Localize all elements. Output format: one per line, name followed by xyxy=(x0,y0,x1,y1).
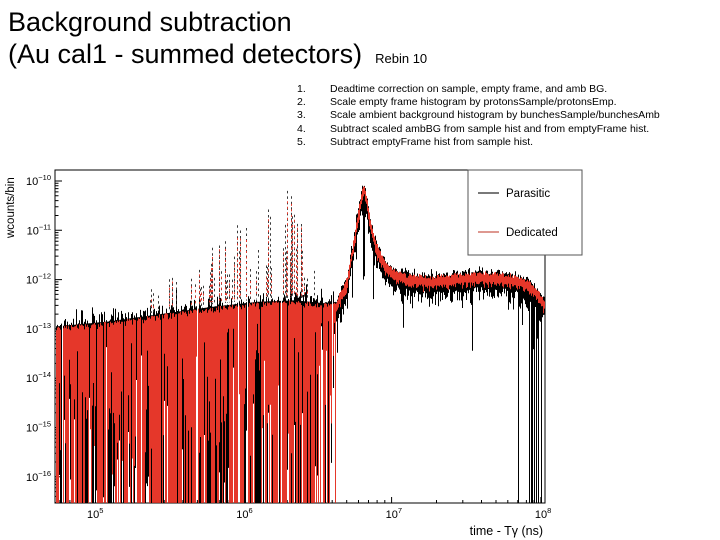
step-text: Scale ambient background histogram by bu… xyxy=(330,109,660,122)
y-tick-label: 10−15 xyxy=(26,420,51,435)
list-item: 2. Scale empty frame histogram by proton… xyxy=(297,96,717,109)
y-tick-label: 10−12 xyxy=(26,272,51,287)
y-tick-label: 10−11 xyxy=(27,222,51,237)
step-number: 2. xyxy=(297,96,306,109)
x-tick-label: 105 xyxy=(87,506,103,521)
y-tick-label: 10−14 xyxy=(26,370,51,385)
x-axis-title: time - Tγ (ns) xyxy=(470,524,543,538)
x-tick-label: 106 xyxy=(236,506,252,521)
step-text: Scale empty frame histogram by protonsSa… xyxy=(330,96,617,109)
title-line-2: (Au cal1 - summed detectors) Rebin 10 xyxy=(8,38,427,70)
slide-title: Background subtraction (Au cal1 - summed… xyxy=(8,6,427,71)
step-text: Subtract scaled ambBG from sample hist a… xyxy=(330,122,650,135)
step-number: 3. xyxy=(297,109,306,122)
y-tick-label: 10−13 xyxy=(26,321,51,336)
step-text: Subtract emptyFrame hist from sample his… xyxy=(330,135,534,148)
legend-label-parasitic: Parasitic xyxy=(506,188,550,200)
step-number: 5. xyxy=(297,135,306,148)
title-line-1: Background subtraction xyxy=(8,7,292,37)
list-item: 3. Scale ambient background histogram by… xyxy=(297,109,717,122)
list-item: 1. Deadtime correction on sample, empty … xyxy=(297,83,717,96)
list-item: 5. Subtract emptyFrame hist from sample … xyxy=(297,136,717,149)
step-number: 4. xyxy=(297,122,306,135)
title-line-2-text: (Au cal1 - summed detectors) xyxy=(8,39,363,70)
procedure-steps-list: 1. Deadtime correction on sample, empty … xyxy=(297,83,717,149)
resonance-spikes-dedicated xyxy=(150,197,308,311)
dedicated-series xyxy=(56,186,545,503)
step-text: Deadtime correction on sample, empty fra… xyxy=(330,83,608,95)
legend-label-dedicated: Dedicated xyxy=(506,227,558,239)
y-axis-title: wcounts/bin xyxy=(5,177,17,239)
y-tick-label: 10−16 xyxy=(26,469,51,484)
list-item: 4. Subtract scaled ambBG from sample his… xyxy=(297,123,717,136)
legend-box xyxy=(467,169,583,256)
y-tick-label: 10−10 xyxy=(26,173,51,188)
title-rebin-note: Rebin 10 xyxy=(375,51,428,67)
x-tick-label: 108 xyxy=(535,506,551,521)
x-tick-label: 107 xyxy=(386,506,402,521)
resonance-spikes-parasitic xyxy=(150,190,315,313)
step-number: 1. xyxy=(297,83,306,95)
